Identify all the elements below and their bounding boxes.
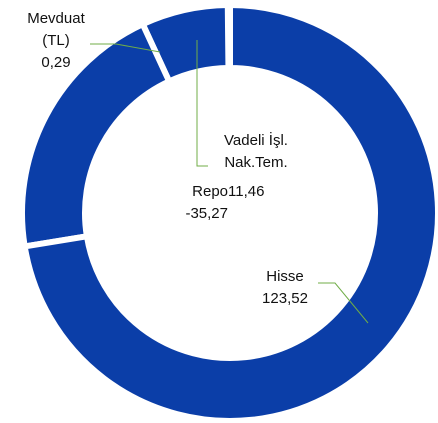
value-label: 11,46 — [228, 183, 265, 200]
leader-line — [90, 43, 161, 53]
value-label: 123,52 — [262, 290, 308, 307]
category-label: Hisse — [266, 268, 304, 285]
category-label: Repo — [192, 183, 228, 200]
donut-segment — [19, 20, 174, 250]
leader-line — [196, 40, 208, 167]
label: Mevduat (TL) 0,29 — [20, 8, 92, 74]
leader-lines — [90, 40, 369, 324]
category-label: Mevduat (TL) — [27, 10, 85, 49]
value-label: 0,29 — [41, 54, 71, 71]
value-label: -35,27 — [185, 205, 228, 222]
label: Repo -35,27 — [150, 181, 228, 225]
category-label: Vadeli İşl. Nak.Tem. — [224, 132, 288, 171]
donut-segment — [21, 1, 438, 423]
leader-line — [318, 282, 369, 324]
label: Hisse 123,52 — [245, 266, 325, 310]
